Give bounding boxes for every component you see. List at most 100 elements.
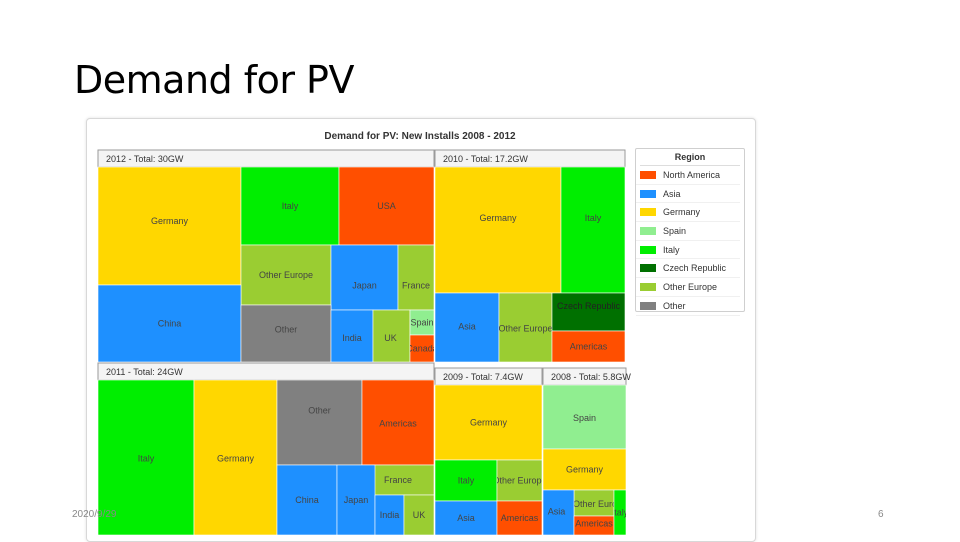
treemap-cell-label: Other Europe: [492, 476, 546, 486]
treemap-cell[interactable]: [434, 384, 543, 461]
treemap-cell-label: Italy: [138, 454, 155, 464]
treemap-cell-label: USA: [377, 201, 396, 211]
treemap-cell[interactable]: [542, 384, 627, 450]
treemap-cell[interactable]: [551, 330, 626, 363]
legend-label: Spain: [663, 225, 687, 236]
legend-swatch: [640, 282, 656, 291]
treemap-cell-label: Americas: [501, 513, 539, 523]
treemap-cell[interactable]: [372, 309, 411, 363]
legend-swatch: [640, 245, 656, 254]
treemap-cell[interactable]: [97, 284, 242, 363]
legend-swatch: [640, 170, 656, 179]
group-header-label: 2008 - Total: 5.8GW: [551, 372, 631, 382]
treemap-cell[interactable]: [338, 166, 435, 246]
treemap-cell-label: Other Europe: [573, 499, 627, 509]
treemap-cell-label: UK: [384, 333, 397, 343]
treemap-cell[interactable]: [542, 489, 575, 536]
treemap-cell[interactable]: [409, 334, 435, 363]
legend-item[interactable]: Other Europe: [636, 278, 740, 297]
group-header-label: 2010 - Total: 17.2GW: [443, 154, 528, 164]
group-header-label: 2011 - Total: 24GW: [106, 367, 183, 377]
treemap-cell[interactable]: [193, 379, 278, 536]
treemap-cell-label: Spain: [410, 318, 433, 328]
treemap-cell-label: Americas: [575, 519, 613, 529]
legend-item[interactable]: Spain: [636, 222, 740, 241]
treemap-cell[interactable]: [573, 489, 615, 517]
chart-title: Demand for PV: New Installs 2008 - 2012: [324, 131, 516, 142]
legend-label: Asia: [663, 188, 681, 199]
legend-title: Region: [640, 149, 740, 166]
treemap-cell-label: Italy: [458, 476, 475, 486]
treemap-cell-label: Asia: [457, 513, 475, 523]
treemap-cell-label: India: [342, 333, 362, 343]
group-header-label: 2012 - Total: 30GW: [106, 154, 184, 164]
treemap-cell[interactable]: [97, 379, 195, 536]
treemap-cell-label: Germany: [566, 465, 604, 475]
treemap-cell-label: Italy: [282, 201, 299, 211]
legend-label: North America: [663, 169, 721, 180]
treemap-cell-label: Spain: [573, 413, 596, 423]
treemap-cell-label: China: [158, 319, 182, 329]
group-header-label: 2009 - Total: 7.4GW: [443, 372, 523, 382]
treemap-cell[interactable]: [496, 500, 543, 536]
legend-item[interactable]: Germany: [636, 203, 740, 223]
treemap-cell-label: Other Europe: [259, 270, 313, 280]
legend-swatch: [640, 189, 656, 198]
treemap-cell[interactable]: [276, 464, 338, 536]
treemap-cell-label: Other: [308, 406, 331, 416]
treemap-cell-label: Japan: [344, 495, 369, 505]
treemap-cell-label: Germany: [217, 454, 255, 464]
legend-item[interactable]: Asia: [636, 185, 740, 204]
legend: Region North America Asia Germany Spain Ital…: [635, 148, 745, 316]
treemap-cell[interactable]: [434, 500, 498, 536]
treemap-cell[interactable]: [560, 166, 626, 294]
treemap-cell-label: Asia: [548, 507, 566, 517]
legend-items: North America Asia Germany Spain Italy Czech …: [636, 166, 744, 316]
legend-item[interactable]: Other: [636, 297, 740, 316]
treemap-cell-label: Americas: [570, 342, 608, 352]
legend-item[interactable]: Italy: [636, 241, 740, 260]
treemap-cell-label: Other Europe: [498, 324, 552, 334]
slide-date: 2020/9/29: [72, 509, 117, 520]
treemap-cell-label: Czech Republic: [557, 301, 621, 311]
treemap-cell[interactable]: [330, 244, 399, 311]
treemap-cell[interactable]: [551, 292, 626, 332]
treemap-cell[interactable]: [361, 379, 435, 466]
legend-item[interactable]: Czech Republic: [636, 259, 740, 279]
treemap-cell-label: France: [402, 281, 430, 291]
treemap-cell-label: Germany: [151, 216, 189, 226]
legend-swatch: [640, 208, 656, 217]
legend-item[interactable]: North America: [636, 166, 740, 185]
treemap-cell[interactable]: [276, 379, 363, 466]
treemap-cell[interactable]: [97, 166, 242, 286]
treemap-cell[interactable]: [330, 309, 374, 363]
treemap-cell-label: France: [384, 475, 412, 485]
treemap-cell[interactable]: [336, 464, 376, 536]
legend-label: Other: [663, 300, 686, 311]
treemap-cell-label: China: [295, 495, 319, 505]
treemap-cell-label: Canada: [406, 344, 438, 354]
treemap-cell[interactable]: [240, 304, 332, 363]
treemap-cell[interactable]: [542, 448, 627, 491]
treemap-cell-label: Japan: [352, 281, 377, 291]
treemap-cell[interactable]: [240, 166, 340, 246]
legend-label: Germany: [663, 207, 701, 218]
treemap-cell[interactable]: [434, 166, 562, 294]
legend-label: Czech Republic: [663, 263, 727, 274]
treemap-cell-label: Americas: [379, 419, 417, 429]
treemap-cell-label: Asia: [458, 322, 476, 332]
legend-swatch: [640, 301, 656, 310]
treemap-cell[interactable]: [434, 459, 498, 502]
treemap-cell[interactable]: [613, 489, 627, 536]
treemap-cell-label: India: [380, 510, 400, 520]
treemap-cell-label: Italy: [612, 508, 629, 518]
treemap-cell-label: Other: [275, 325, 298, 335]
treemap-cell-label: Italy: [585, 213, 602, 223]
treemap-cell[interactable]: [403, 494, 435, 536]
treemap-cell-label: UK: [413, 510, 426, 520]
treemap-cell[interactable]: [397, 244, 435, 311]
slide-title: Demand for PV: [74, 58, 354, 102]
treemap-cell-label: Germany: [479, 213, 517, 223]
treemap-cell[interactable]: [498, 292, 553, 363]
